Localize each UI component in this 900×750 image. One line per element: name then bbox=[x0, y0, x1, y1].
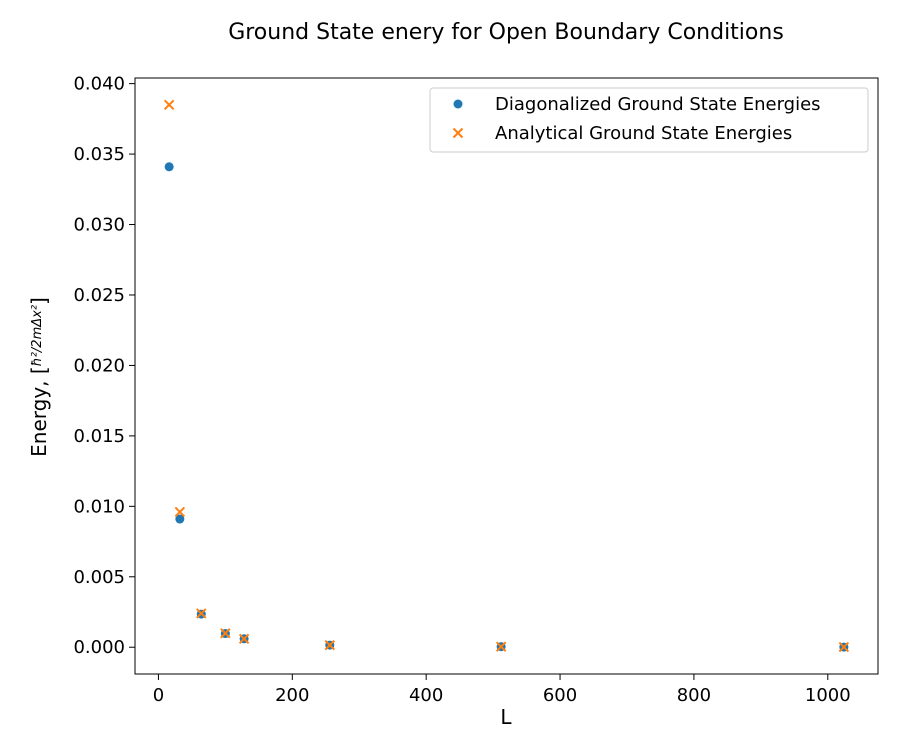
data-points bbox=[163, 99, 850, 653]
legend-label: Diagonalized Ground State Energies bbox=[495, 94, 821, 115]
analytical-point bbox=[174, 506, 186, 518]
analytical-point bbox=[196, 608, 207, 619]
x-axis-title: L bbox=[500, 705, 512, 729]
analytical-point bbox=[220, 628, 231, 639]
legend-box bbox=[429, 87, 869, 153]
analytical-point bbox=[324, 639, 335, 651]
y-tick-label: 0.020 bbox=[73, 355, 125, 376]
analytical-point bbox=[838, 641, 850, 653]
analytical-point bbox=[163, 99, 175, 110]
y-tick-label: 0.005 bbox=[73, 567, 125, 588]
y-tick-label: 0.035 bbox=[73, 144, 125, 165]
legend-marker bbox=[452, 127, 464, 139]
x-tick-label: 800 bbox=[677, 685, 711, 706]
x-axis-ticks: 0 200 400 600 800 1000 bbox=[153, 674, 851, 706]
y-tick-label: 0.015 bbox=[73, 426, 125, 447]
plot-frame bbox=[134, 77, 879, 675]
y-tick-label: 0.025 bbox=[73, 285, 125, 306]
diagonalized-point bbox=[164, 162, 174, 172]
y-axis-title: Energy, [ħ²/2mΔx²] bbox=[27, 297, 51, 457]
y-tick-label: 0.000 bbox=[73, 637, 125, 658]
x-tick-label: 1000 bbox=[805, 685, 851, 706]
x-tick-label: 400 bbox=[409, 685, 443, 706]
y-axis-ticks: 0.000 0.005 0.010 0.015 0.020 0.025 0.030 0.035… bbox=[73, 74, 135, 658]
analytical-point bbox=[495, 641, 507, 652]
legend-label: Analytical Ground State Energies bbox=[495, 123, 792, 144]
diagonalized-point bbox=[175, 514, 185, 524]
analytical-point bbox=[238, 633, 250, 644]
x-tick-label: 0 bbox=[153, 685, 164, 706]
y-tick-label: 0.030 bbox=[73, 215, 125, 236]
chart-title: Ground State enery for Open Boundary Con… bbox=[228, 20, 784, 45]
y-tick-label: 0.040 bbox=[73, 74, 125, 95]
legend: Diagonalized Ground State Energies Analyt… bbox=[429, 87, 869, 153]
y-tick-label: 0.010 bbox=[73, 496, 125, 517]
legend-marker bbox=[453, 99, 463, 109]
x-tick-label: 600 bbox=[543, 685, 577, 706]
x-tick-label: 200 bbox=[275, 685, 309, 706]
